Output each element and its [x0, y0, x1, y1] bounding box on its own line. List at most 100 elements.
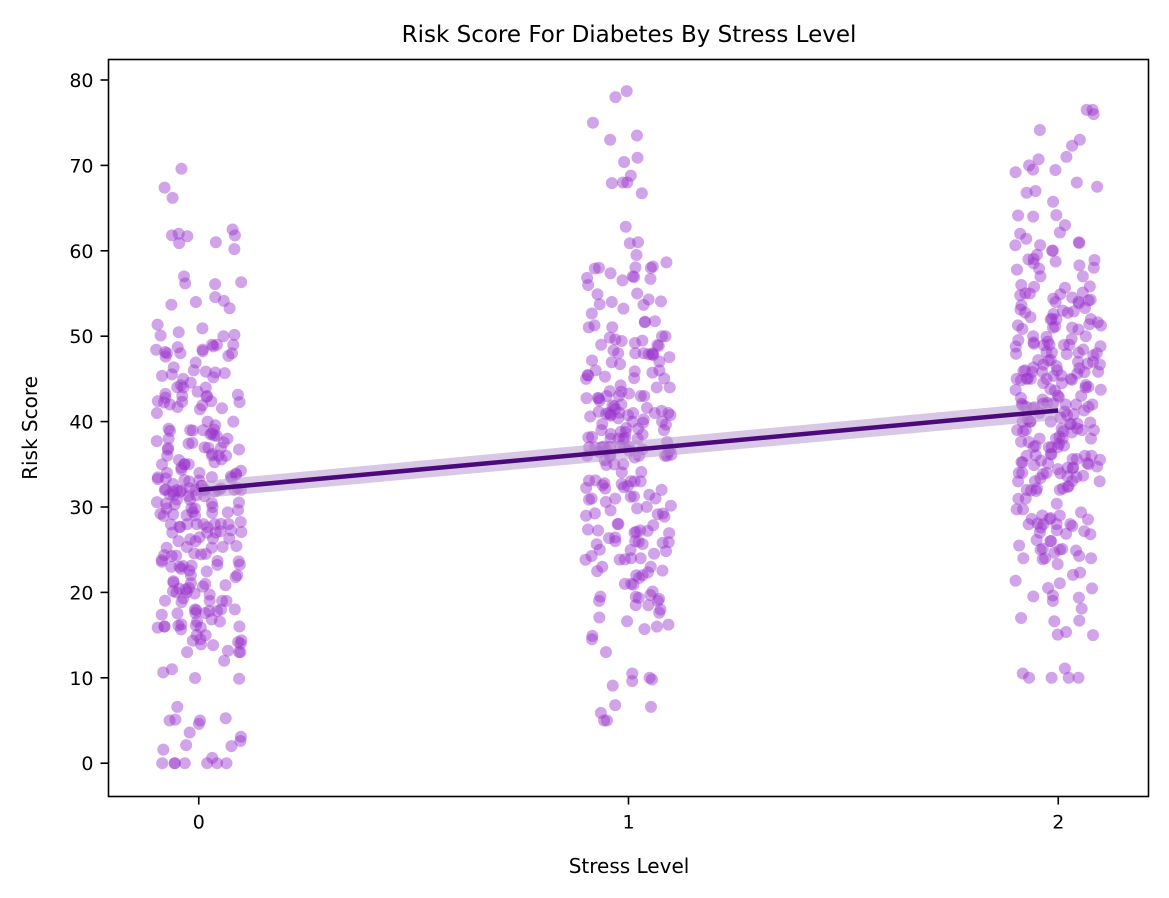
data-point	[598, 477, 611, 490]
data-point	[158, 483, 171, 496]
y-tick-label: 60	[69, 241, 93, 263]
data-point	[628, 475, 641, 488]
data-point	[199, 606, 212, 619]
data-point	[172, 227, 185, 240]
data-point	[1015, 456, 1028, 469]
data-point	[207, 340, 220, 353]
data-point	[1058, 662, 1071, 675]
data-point	[207, 371, 220, 384]
data-point	[1050, 313, 1063, 326]
data-point	[662, 536, 675, 549]
data-point	[173, 520, 186, 533]
data-point	[175, 618, 188, 631]
data-point	[1037, 339, 1050, 352]
data-point	[177, 381, 190, 394]
data-point	[208, 518, 221, 531]
data-point	[175, 562, 188, 575]
data-point	[156, 458, 169, 471]
data-point	[628, 372, 641, 385]
data-point	[1084, 293, 1097, 306]
data-point	[220, 757, 233, 770]
data-point	[226, 223, 239, 236]
data-point	[635, 187, 648, 200]
data-point	[156, 369, 169, 382]
data-point	[1050, 518, 1063, 531]
data-point	[207, 532, 220, 545]
data-point	[160, 347, 173, 360]
data-point	[167, 508, 180, 521]
data-point	[186, 506, 199, 519]
data-point	[1020, 483, 1033, 496]
data-point	[1062, 671, 1075, 684]
data-point	[1061, 461, 1074, 474]
data-point	[183, 726, 196, 739]
data-point	[634, 475, 647, 488]
data-point	[609, 699, 622, 712]
data-point	[1017, 503, 1029, 516]
data-point	[1055, 369, 1068, 382]
data-point	[1094, 319, 1107, 332]
data-point	[231, 388, 244, 401]
data-point	[1066, 291, 1079, 304]
data-point	[171, 607, 184, 620]
data-point	[1066, 321, 1079, 334]
data-point	[1044, 383, 1057, 396]
data-point	[1087, 261, 1100, 274]
data-point	[232, 636, 245, 649]
data-point	[208, 456, 221, 469]
data-point	[210, 429, 223, 442]
data-point	[615, 385, 628, 398]
data-point	[172, 619, 185, 632]
data-point	[1070, 452, 1083, 465]
data-point	[1058, 439, 1071, 452]
data-point	[612, 432, 625, 445]
data-point	[172, 535, 185, 548]
data-point	[1029, 185, 1042, 198]
data-point	[632, 422, 645, 435]
data-point	[165, 229, 178, 242]
data-point	[188, 587, 201, 600]
data-point	[172, 326, 185, 339]
data-point	[223, 302, 236, 315]
x-tick-label: 1	[622, 812, 634, 834]
data-point	[593, 594, 606, 607]
data-point	[1027, 252, 1040, 265]
data-point	[643, 488, 656, 501]
data-point	[1071, 422, 1084, 435]
data-point	[632, 535, 645, 548]
data-point	[195, 638, 208, 651]
data-point	[618, 553, 631, 566]
data-point	[608, 458, 621, 471]
data-point	[621, 176, 634, 189]
data-point	[151, 318, 164, 331]
data-point	[165, 550, 178, 563]
data-point	[1058, 219, 1071, 232]
y-tick-label: 10	[69, 668, 93, 690]
data-point	[173, 237, 186, 250]
data-point	[1025, 484, 1038, 497]
data-point	[211, 757, 224, 770]
data-point	[600, 714, 613, 727]
data-point	[175, 461, 188, 474]
data-point	[201, 521, 214, 534]
data-point	[206, 338, 219, 351]
data-point	[648, 547, 661, 560]
data-point	[1053, 577, 1066, 590]
data-point	[581, 369, 594, 382]
data-point	[1029, 449, 1042, 462]
data-point	[1013, 539, 1026, 552]
data-point	[1072, 295, 1085, 308]
data-point	[199, 629, 212, 642]
data-point	[1037, 518, 1050, 531]
data-point	[599, 646, 612, 659]
data-point	[1021, 372, 1034, 385]
data-point	[582, 431, 595, 444]
data-point	[1023, 159, 1036, 172]
data-point	[614, 379, 627, 392]
data-point	[1045, 534, 1058, 547]
data-point	[1075, 602, 1088, 615]
data-point	[228, 328, 241, 341]
data-point	[664, 409, 677, 422]
data-point	[655, 404, 668, 417]
data-point	[235, 634, 248, 647]
